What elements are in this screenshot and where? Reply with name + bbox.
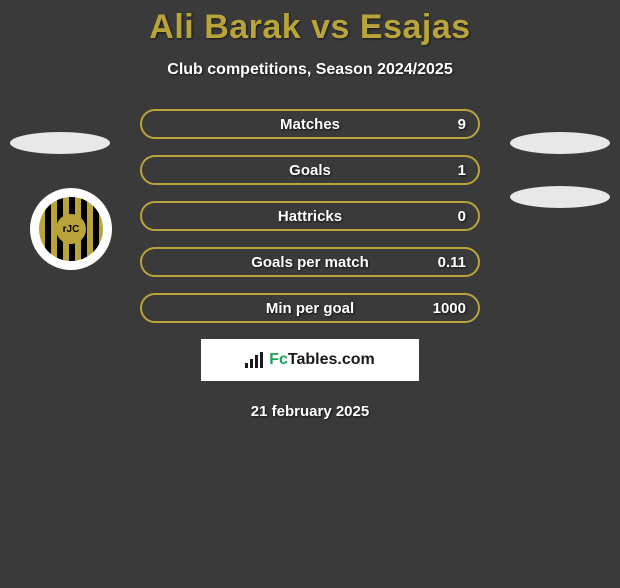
player-right-placeholder-2 (510, 186, 610, 208)
subtitle: Club competitions, Season 2024/2025 (0, 61, 620, 79)
bars-icon (245, 352, 263, 368)
stat-value: 1 (458, 162, 466, 179)
brand-text: FcTables.com (269, 351, 375, 369)
club-badge: rJC (30, 188, 112, 270)
player-right-placeholder-1 (510, 132, 610, 154)
stat-label: Min per goal (266, 300, 354, 317)
stat-row-matches: Matches 9 (140, 109, 480, 139)
brand-card[interactable]: FcTables.com (201, 339, 419, 381)
stat-label: Goals (289, 162, 331, 179)
stat-value: 9 (458, 116, 466, 133)
page-title: Ali Barak vs Esajas (0, 8, 620, 47)
stat-row-hattricks: Hattricks 0 (140, 201, 480, 231)
brand-suffix: Tables.com (288, 351, 375, 368)
stat-value: 0.11 (438, 254, 466, 271)
brand-prefix: Fc (269, 351, 288, 368)
stat-value: 1000 (433, 300, 466, 317)
stat-value: 0 (458, 208, 466, 225)
stat-row-min-per-goal: Min per goal 1000 (140, 293, 480, 323)
stat-label: Matches (280, 116, 340, 133)
stat-row-goals: Goals 1 (140, 155, 480, 185)
stat-row-goals-per-match: Goals per match 0.11 (140, 247, 480, 277)
stat-label: Goals per match (251, 254, 369, 271)
club-badge-text: rJC (56, 214, 86, 244)
footer-date: 21 february 2025 (0, 403, 620, 420)
stat-label: Hattricks (278, 208, 342, 225)
player-left-placeholder (10, 132, 110, 154)
stats-panel: Matches 9 Goals 1 Hattricks 0 Goals per … (140, 109, 480, 323)
club-badge-stripes: rJC (39, 197, 103, 261)
